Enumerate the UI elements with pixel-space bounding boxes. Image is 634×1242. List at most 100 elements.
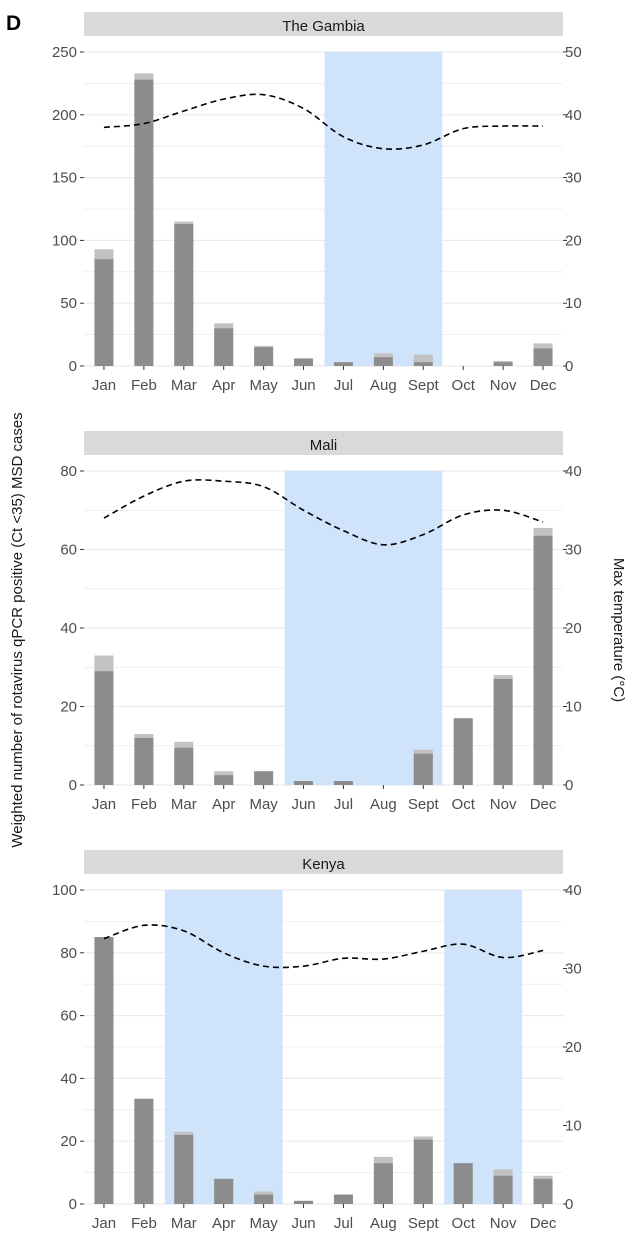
temperature-line [103,479,544,546]
x-tick-label-Aug: Aug [370,377,397,394]
bar-main-Nov [493,679,513,785]
bar-main-Nov [493,1175,513,1204]
x-tick-label-Apr: Apr [212,796,235,813]
y-tick-label: 0 [69,777,77,794]
y2-tick-label: 10 [565,699,582,716]
x-tick-label-Mar: Mar [171,1215,197,1232]
rainy-season-shade [324,52,443,366]
x-tick-label-Nov: Nov [490,377,517,394]
bar-main-Sept [413,362,433,366]
bar-main-Jan [94,671,114,785]
y-tick-label: 80 [60,463,77,480]
panel-strip [84,431,563,455]
x-tick-label-Oct: Oct [452,1215,476,1232]
x-tick-label-Jun: Jun [291,377,315,394]
bar-main-Jun [294,1200,314,1204]
x-tick-label-Dec: Dec [530,1215,557,1232]
y2-tick-label: 30 [565,170,582,187]
y-tick-label: 20 [60,699,77,716]
bar-main-Aug [373,357,393,366]
y-tick-label: 0 [69,1196,77,1213]
bar-main-Sept [413,1139,433,1204]
panel-strip [84,12,563,36]
bar-main-Feb [134,737,154,785]
bar-main-Apr [214,328,234,366]
bar-main-May [254,771,274,785]
x-tick-label-Sept: Sept [408,1215,440,1232]
bar-main-Jul [333,1194,353,1204]
x-tick-label-Jul: Jul [334,377,353,394]
y2-tick-label: 20 [565,232,582,249]
y2-tick-label: 50 [565,44,582,61]
y-tick-label: 200 [52,107,77,124]
bar-main-Mar [174,747,194,785]
y2-tick-label: 0 [565,1196,573,1213]
bar-main-Apr [214,1178,234,1204]
x-tick-label-Dec: Dec [530,796,557,813]
y2-axis-title: Max temperature (°C) [610,558,627,702]
panel-1: Mali 0 20 40 60 80 0 10 20 30 40 Jan Feb Mar Apr May Jun… [60,431,582,813]
y-tick-label: 20 [60,1133,77,1150]
panel-2: Kenya 0 20 40 60 80 100 0 10 20 30 40 Jan Feb Mar Apr Ma… [52,850,582,1232]
x-tick-label-Sept: Sept [408,377,440,394]
y-tick-label: 80 [60,945,77,962]
bar-main-Feb [134,79,154,366]
panel-title: Kenya [302,856,345,873]
x-tick-label-May: May [249,796,278,813]
bar-main-May [254,1194,274,1204]
panel-strip [84,850,563,874]
y-tick-label: 50 [60,295,77,312]
x-tick-label-Sept: Sept [408,796,440,813]
bar-main-Jul [333,781,353,785]
y2-tick-label: 40 [565,882,582,899]
y-tick-label: 60 [60,1008,77,1025]
panel-title: The Gambia [282,18,365,35]
x-tick-label-Feb: Feb [131,377,157,394]
panel-title: Mali [310,437,338,454]
y2-tick-label: 20 [565,1039,582,1056]
rainy-season-shade [444,890,523,1204]
bar-main-Jan [94,937,114,1204]
y-tick-label: 0 [69,358,77,375]
x-tick-label-Feb: Feb [131,1215,157,1232]
bar-main-Jun [294,781,314,785]
temperature-line [103,924,544,969]
y2-tick-label: 30 [565,961,582,978]
y-tick-label: 250 [52,44,77,61]
x-tick-label-Oct: Oct [452,796,476,813]
y-axis-title: Weighted number of rotavirus qPCR positi… [9,412,26,847]
bar-main-Dec [533,535,553,785]
y2-tick-label: 10 [565,295,582,312]
panel-0: The Gambia 0 50 100 150 200 250 0 10 20 30 40 50 Jan F… [52,12,582,394]
x-tick-label-Apr: Apr [212,1215,235,1232]
y2-tick-label: 0 [565,358,573,375]
x-tick-label-Mar: Mar [171,796,197,813]
bar-main-Aug [373,1163,393,1204]
bar-main-Oct [453,1163,473,1204]
x-tick-label-Apr: Apr [212,377,235,394]
bar-main-Jan [94,259,114,366]
x-tick-label-Mar: Mar [171,377,197,394]
y-tick-label: 100 [52,232,77,249]
rainy-season-shade [284,471,443,785]
bar-main-May [254,347,274,366]
x-tick-label-Jul: Jul [334,1215,353,1232]
bar-main-Dec [533,1178,553,1204]
bar-main-Sept [413,753,433,785]
x-tick-label-May: May [249,1215,278,1232]
x-tick-label-Jan: Jan [92,1215,116,1232]
bar-main-Apr [214,775,234,785]
y2-tick-label: 20 [565,620,582,637]
x-tick-label-Oct: Oct [452,377,476,394]
x-tick-label-Feb: Feb [131,796,157,813]
x-tick-label-Aug: Aug [370,796,397,813]
y2-tick-label: 30 [565,542,582,559]
y-tick-label: 60 [60,542,77,559]
x-tick-label-Jun: Jun [291,796,315,813]
bar-main-Jul [333,362,353,366]
x-tick-label-Jun: Jun [291,1215,315,1232]
x-tick-label-Nov: Nov [490,796,517,813]
y-tick-label: 40 [60,620,77,637]
